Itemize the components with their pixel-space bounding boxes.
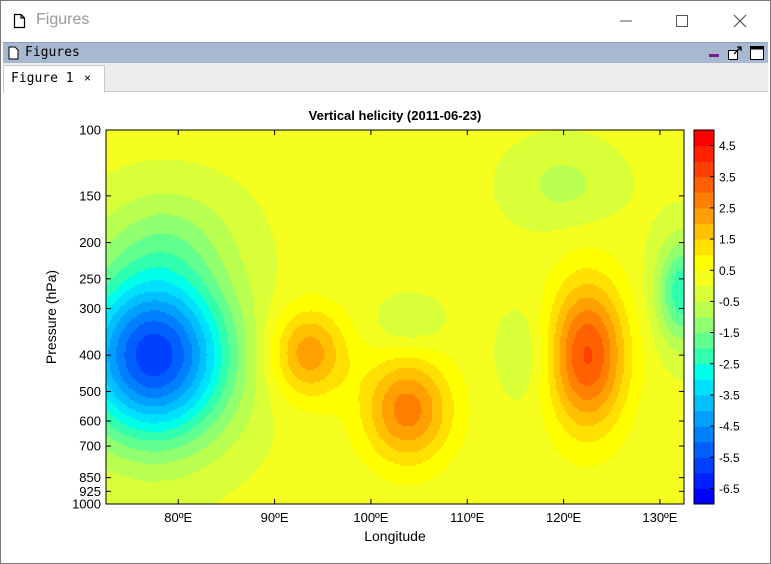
- colorbar-tick-label: -4.5: [719, 420, 740, 434]
- x-tick-label: 110ºE: [450, 510, 484, 525]
- colorbar-tick-label: -5.5: [719, 451, 740, 465]
- tab-figure-1[interactable]: Figure 1 ×: [3, 65, 105, 93]
- y-tick-label: 1000: [72, 497, 101, 512]
- tab-close-icon[interactable]: ×: [84, 71, 92, 85]
- close-button[interactable]: [717, 1, 763, 41]
- colorbar-segment: [694, 161, 714, 178]
- colorbar-segment: [694, 457, 714, 474]
- colorbar-segment: [694, 270, 714, 287]
- tab-label: Figure 1: [11, 71, 74, 86]
- maximize-icon: [676, 15, 688, 27]
- colorbar-tick-label: -2.5: [719, 357, 740, 371]
- colorbar-segment: [694, 239, 714, 256]
- document-icon: [13, 13, 26, 29]
- colorbar-tick-label: 4.5: [719, 139, 736, 153]
- y-tick-label: 100: [79, 123, 101, 138]
- colorbar-segment: [694, 410, 714, 427]
- colorbar-segment: [694, 130, 714, 147]
- minimize-icon: [620, 20, 632, 22]
- colorbar-segment: [694, 488, 714, 505]
- y-axis-label: Pressure (hPa): [43, 270, 59, 364]
- colorbar-segment: [694, 207, 714, 224]
- y-tick-label: 150: [79, 188, 101, 203]
- colorbar-tick-label: -0.5: [719, 295, 740, 309]
- colorbar-segment: [694, 426, 714, 443]
- y-tick-label: 500: [79, 384, 101, 399]
- colorbar-frame: [693, 129, 715, 505]
- colorbar-segment: [694, 332, 714, 349]
- colorbar-tick-label: 2.5: [719, 201, 736, 215]
- colorbar-segment: [694, 192, 714, 209]
- colorbar-segment: [694, 176, 714, 193]
- colorbar-segment: [694, 317, 714, 334]
- colorbar-segment: [694, 394, 714, 411]
- colorbar-segment: [694, 363, 714, 380]
- x-tick-label: 120ºE: [546, 510, 581, 525]
- panel-maximize-icon[interactable]: [749, 45, 765, 61]
- colorbar-tick-label: 0.5: [719, 264, 736, 278]
- y-tick-label: 850: [79, 470, 101, 485]
- contour-field: [106, 130, 684, 504]
- x-tick-label: 90ºE: [261, 510, 289, 525]
- colorbar-tick-label: -3.5: [719, 388, 740, 402]
- panel-title: Figures: [25, 45, 80, 60]
- colorbar-segment: [694, 441, 714, 458]
- y-tick-label: 200: [79, 235, 101, 250]
- y-tick-label: 700: [79, 439, 101, 454]
- colorbar-tick-label: 3.5: [719, 170, 736, 184]
- colorbar-segment: [694, 145, 714, 162]
- colorbar-segment: [694, 254, 714, 271]
- colorbar-tick-label: -6.5: [719, 482, 740, 496]
- plot-frame: [105, 129, 685, 505]
- y-tick-label: 925: [79, 484, 101, 499]
- panel-undock-icon[interactable]: [727, 45, 743, 61]
- document-icon: [8, 46, 19, 60]
- colorbar-segment: [694, 472, 714, 489]
- panel-header: Figures: [3, 42, 768, 63]
- colorbar-segment: [694, 348, 714, 365]
- minimize-button[interactable]: [603, 1, 649, 41]
- colorbar-segment: [694, 301, 714, 318]
- x-tick-label: 80ºE: [164, 510, 192, 525]
- close-icon: [733, 14, 747, 28]
- y-tick-label: 250: [79, 271, 101, 286]
- colorbar-segment: [694, 223, 714, 240]
- x-tick-label: 130ºE: [642, 510, 677, 525]
- y-tick-label: 400: [79, 348, 101, 363]
- y-tick-label: 300: [79, 301, 101, 316]
- x-tick-label: 100ºE: [353, 510, 388, 525]
- panel-minimize-icon[interactable]: [707, 46, 721, 60]
- colorbar-segment: [694, 285, 714, 302]
- y-tick-label: 600: [79, 414, 101, 429]
- maximize-button[interactable]: [659, 1, 705, 41]
- chart-title: Vertical helicity (2011-06-23): [309, 108, 482, 123]
- window-title: Figures: [36, 11, 90, 28]
- x-axis-label: Longitude: [364, 528, 426, 544]
- colorbar-tick-label: 1.5: [719, 233, 736, 247]
- title-bar[interactable]: Figures: [1, 1, 770, 41]
- colorbar-tick-label: -1.5: [719, 326, 740, 340]
- tab-strip: Figure 1 ×: [3, 63, 768, 93]
- colorbar-segment: [694, 379, 714, 396]
